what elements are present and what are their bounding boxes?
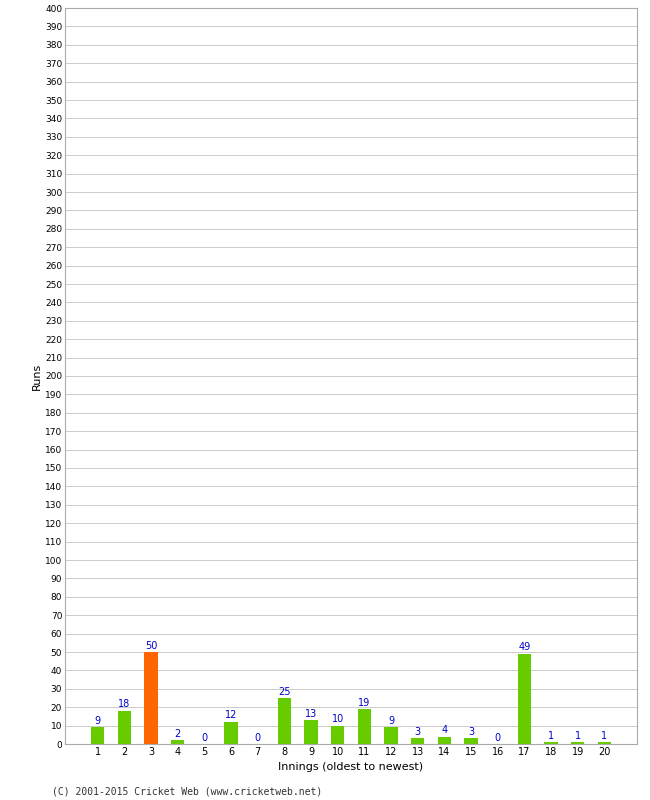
Text: 1: 1	[548, 730, 554, 741]
Bar	[118, 711, 131, 744]
Bar	[224, 722, 238, 744]
Text: 4: 4	[441, 725, 447, 735]
Bar	[517, 654, 531, 744]
Bar	[437, 737, 451, 744]
Text: 1: 1	[601, 730, 607, 741]
Text: (C) 2001-2015 Cricket Web (www.cricketweb.net): (C) 2001-2015 Cricket Web (www.cricketwe…	[52, 786, 322, 796]
Bar	[358, 709, 371, 744]
Bar	[464, 738, 478, 744]
Text: 9: 9	[388, 716, 394, 726]
Y-axis label: Runs: Runs	[32, 362, 42, 390]
Bar	[411, 738, 424, 744]
Text: 49: 49	[518, 642, 530, 652]
Text: 1: 1	[575, 730, 580, 741]
Bar	[304, 720, 318, 744]
Bar	[571, 742, 584, 744]
Text: 10: 10	[332, 714, 344, 724]
Bar	[331, 726, 345, 744]
Bar	[544, 742, 558, 744]
Text: 13: 13	[305, 709, 317, 718]
Text: 0: 0	[255, 733, 261, 742]
Text: 25: 25	[278, 686, 291, 697]
Bar	[144, 652, 158, 744]
Text: 12: 12	[225, 710, 237, 721]
Text: 3: 3	[415, 727, 421, 737]
Text: 0: 0	[202, 733, 207, 742]
Bar	[171, 740, 185, 744]
Bar	[597, 742, 611, 744]
Text: 3: 3	[468, 727, 474, 737]
X-axis label: Innings (oldest to newest): Innings (oldest to newest)	[278, 762, 424, 772]
Bar	[91, 727, 105, 744]
Text: 19: 19	[358, 698, 370, 707]
Bar	[278, 698, 291, 744]
Text: 18: 18	[118, 699, 131, 710]
Bar	[384, 727, 398, 744]
Text: 0: 0	[495, 733, 501, 742]
Text: 2: 2	[175, 729, 181, 739]
Text: 9: 9	[95, 716, 101, 726]
Text: 50: 50	[145, 641, 157, 650]
